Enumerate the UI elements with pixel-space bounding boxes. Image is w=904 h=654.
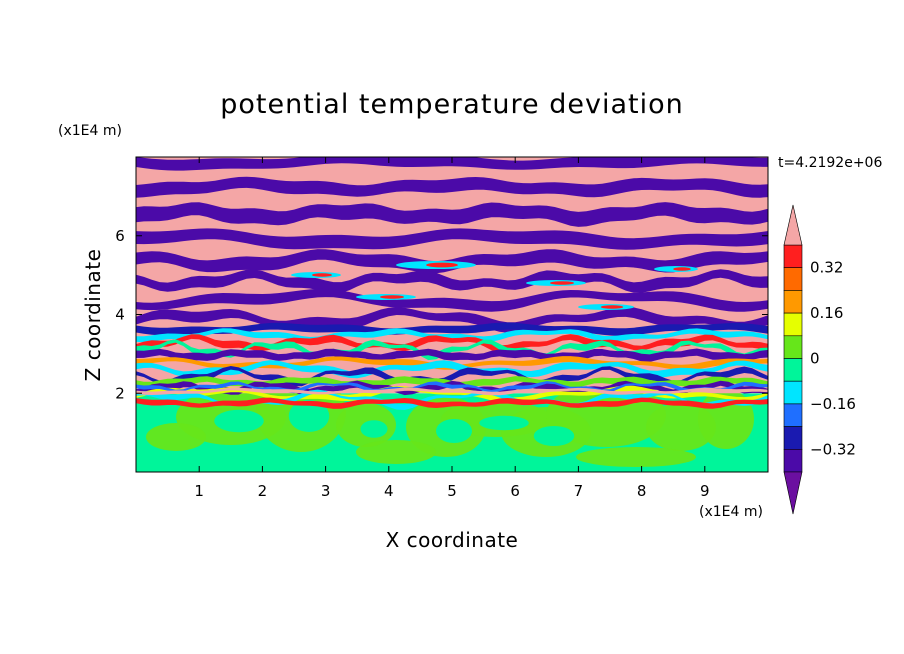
x-tick-label: 8 bbox=[637, 482, 647, 500]
field-lens-core bbox=[380, 295, 404, 299]
field-stripe-mixed bbox=[136, 322, 768, 336]
field-lens-core bbox=[600, 305, 624, 309]
field-blob-inner bbox=[436, 419, 472, 443]
field-blob-inner bbox=[360, 420, 388, 438]
field-blob bbox=[356, 440, 436, 464]
colorbar-segment bbox=[783, 403, 803, 427]
x-tick-label: 5 bbox=[447, 482, 457, 500]
field-blob-inner bbox=[533, 426, 575, 446]
colorbar-tick-label: −0.16 bbox=[810, 395, 856, 413]
y-unit-label: (x1E4 m) bbox=[58, 123, 122, 139]
field-stripe-purple bbox=[136, 228, 768, 250]
field-stripe-purple bbox=[136, 288, 768, 312]
x-tick-label: 3 bbox=[321, 482, 331, 500]
field-stripe-mixed bbox=[136, 339, 768, 361]
x-axis-title: X coordinate bbox=[386, 528, 519, 552]
field-lens-core bbox=[550, 281, 574, 285]
colorbar-tick-label: −0.32 bbox=[810, 440, 856, 458]
x-tick-label: 6 bbox=[510, 482, 520, 500]
field-blob-inner bbox=[479, 415, 529, 431]
colorbar-segment bbox=[783, 358, 803, 382]
field-stripe-mixed bbox=[136, 348, 768, 362]
field-stripe-mixed bbox=[136, 360, 768, 379]
field-blob-inner bbox=[288, 400, 330, 432]
field-stripe-purple bbox=[136, 202, 768, 227]
field-stripe-purple bbox=[136, 157, 768, 171]
field-boundary bbox=[136, 387, 768, 396]
colorbar-segment bbox=[783, 290, 803, 314]
field-blob bbox=[146, 423, 206, 451]
y-axis-title: Z coordinate bbox=[81, 249, 105, 382]
colorbar-tick-label: 0.32 bbox=[810, 259, 843, 277]
colorbar-segment bbox=[783, 380, 803, 405]
y-axis: 2 4 6 bbox=[115, 227, 768, 402]
colorbar-extend-low bbox=[783, 471, 803, 515]
field-blob bbox=[576, 447, 696, 467]
y-tick-label: 2 bbox=[115, 384, 125, 402]
field-blob-inner bbox=[214, 409, 264, 433]
field-lens-core bbox=[426, 262, 458, 268]
x-tick-label: 1 bbox=[194, 482, 204, 500]
field-stripe-purple bbox=[136, 176, 768, 198]
field-stripe-purple bbox=[136, 249, 768, 274]
field-stripe-mixed bbox=[136, 389, 768, 410]
temperature-field bbox=[136, 157, 768, 472]
plot-area bbox=[135, 156, 769, 473]
time-label: t=4.2192e+06 bbox=[778, 155, 882, 171]
colorbar-segment bbox=[783, 312, 803, 337]
colorbar-extend-high bbox=[783, 204, 803, 246]
x-unit-label: (x1E4 m) bbox=[699, 504, 763, 520]
x-tick-label: 7 bbox=[574, 482, 584, 500]
x-tick-label: 9 bbox=[700, 482, 710, 500]
colorbar-segment bbox=[783, 448, 803, 473]
y-tick-label: 6 bbox=[115, 227, 125, 245]
x-tick-label: 2 bbox=[258, 482, 268, 500]
chart-title: potential temperature deviation bbox=[220, 89, 683, 120]
x-tick-label: 4 bbox=[384, 482, 394, 500]
colorbar-segment bbox=[783, 426, 803, 450]
y-tick-label: 4 bbox=[115, 306, 125, 324]
colorbar-segment bbox=[783, 267, 803, 291]
field-lens-core bbox=[673, 267, 691, 271]
colorbar-segment bbox=[783, 335, 803, 359]
colorbar-tick-label: 0.16 bbox=[810, 304, 843, 322]
field-stripe-mixed bbox=[136, 397, 768, 409]
x-axis: 1 2 3 4 5 6 7 8 9 bbox=[194, 157, 710, 500]
field-stripe-mixed bbox=[136, 334, 768, 353]
colorbar-segment bbox=[783, 244, 803, 269]
colorbar-tick-label: 0 bbox=[810, 350, 820, 368]
field-lens-core bbox=[312, 273, 332, 277]
colorbar: 0.32 0.16 0 −0.16 −0.32 bbox=[783, 204, 856, 515]
field-stripe-purple bbox=[136, 269, 768, 294]
